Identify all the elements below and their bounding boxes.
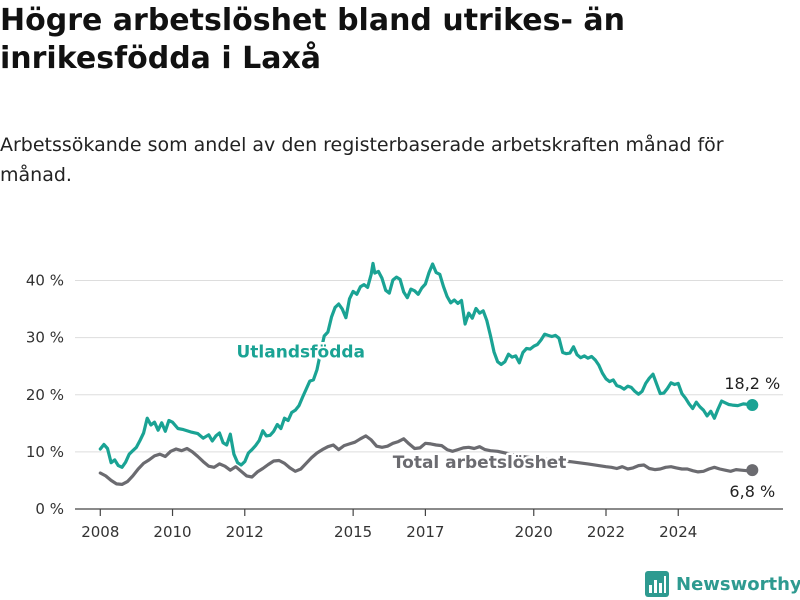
y-tick-label: 10 % bbox=[26, 443, 64, 461]
series-end-value-label: 18,2 % bbox=[724, 374, 780, 393]
x-tick-label: 2010 bbox=[153, 523, 191, 541]
y-tick-label: 30 % bbox=[26, 329, 64, 347]
y-tick-label: 0 % bbox=[35, 500, 64, 518]
series-line bbox=[98, 261, 754, 469]
series-end-marker bbox=[746, 464, 759, 477]
y-tick-label: 40 % bbox=[26, 272, 64, 290]
bar-chart-icon bbox=[645, 571, 669, 597]
series-name-label: Total arbetslöshet bbox=[393, 453, 567, 473]
series-end-value-label: 6,8 % bbox=[729, 482, 775, 501]
series-name-label: Utlandsfödda bbox=[237, 343, 366, 363]
series-end-marker bbox=[746, 399, 759, 412]
series-line bbox=[98, 434, 754, 486]
chart-title: Högre arbetslöshet bland utrikes- än inr… bbox=[0, 3, 625, 76]
x-tick-label: 2024 bbox=[659, 523, 697, 541]
line-chart: 0 % 10 % 20 % 30 % 40 % 2008 2010 2012 2015 2017… bbox=[26, 261, 783, 541]
y-tick-label: 20 % bbox=[26, 386, 64, 404]
series-lines bbox=[98, 261, 759, 486]
x-tick-label: 2008 bbox=[81, 523, 119, 541]
brand-name: Newsworthy bbox=[676, 573, 800, 595]
x-tick-label: 2022 bbox=[587, 523, 625, 541]
x-tick-label: 2015 bbox=[334, 523, 372, 541]
gridlines bbox=[75, 280, 783, 453]
series-labels: Utlandsfödda Total arbetslöshet 18,2 % 6,8 … bbox=[234, 340, 780, 501]
chart-subtitle: Arbetssökande som andel av den registerb… bbox=[0, 134, 724, 186]
x-tick-label: 2020 bbox=[515, 523, 553, 541]
x-axis: 2008 2010 2012 2015 2017 2020 2022 2024 bbox=[75, 508, 783, 541]
y-axis: 0 % 10 % 20 % 30 % 40 % bbox=[26, 272, 64, 518]
x-tick-label: 2012 bbox=[226, 523, 264, 541]
x-tick-label: 2017 bbox=[406, 523, 444, 541]
brand-logo: Newsworthy bbox=[645, 570, 800, 598]
